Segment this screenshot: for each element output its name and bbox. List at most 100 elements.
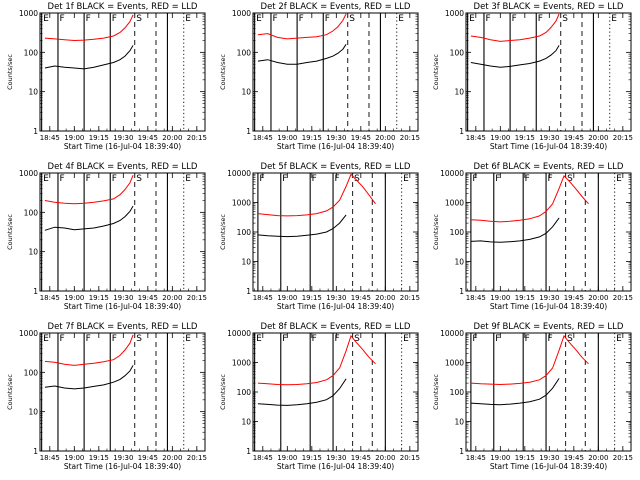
x-tick-label: 20:00 bbox=[162, 294, 182, 302]
detector-chart-6: Det 6f BLACK = Events, RED = LLD 1 10 100 10… bbox=[432, 162, 633, 311]
y-tick-label: 1000 bbox=[19, 329, 38, 338]
detector-chart-5: Det 5f BLACK = Events, RED = LLD 1 10 100 10… bbox=[219, 162, 420, 311]
x-axis-label: Start Time (16-Jul-04 18:39:40) bbox=[490, 302, 607, 311]
series-line-events bbox=[470, 378, 560, 406]
y-tick-label: 10 bbox=[28, 408, 38, 417]
series-line-events bbox=[470, 45, 560, 68]
event-marker-label: F bbox=[259, 174, 264, 184]
x-tick-label: 19:00 bbox=[490, 134, 510, 142]
x-tick-label: 19:15 bbox=[302, 294, 322, 302]
x-tick-label: 18:45 bbox=[466, 134, 486, 142]
x-tick-label: 20:00 bbox=[375, 294, 395, 302]
series-line-events bbox=[44, 205, 134, 231]
x-tick-label: 20:15 bbox=[187, 294, 207, 302]
detector-chart-7: Det 7f BLACK = Events, RED = LLD 1 10 100 10… bbox=[6, 322, 207, 471]
y-tick-label: 10 bbox=[28, 248, 38, 257]
event-marker-label: S bbox=[136, 174, 142, 184]
plot-frame bbox=[252, 172, 419, 292]
x-tick-label: 19:45 bbox=[564, 134, 584, 142]
event-marker-label: F bbox=[282, 174, 287, 184]
detector-panel-6: Det 6f BLACK = Events, RED = LLD 1 10 100 10… bbox=[426, 160, 639, 320]
detector-chart-1: Det 1f BLACK = Events, RED = LLD 1 10 100 10… bbox=[6, 2, 207, 151]
chart-title: Det 5f BLACK = Events, RED = LLD bbox=[261, 162, 411, 172]
detector-panel-5: Det 5f BLACK = Events, RED = LLD 1 10 100 10… bbox=[213, 160, 426, 320]
plot-frame bbox=[465, 172, 632, 292]
series-line-lld bbox=[257, 334, 376, 386]
x-tick-label: 19:45 bbox=[138, 134, 158, 142]
detector-panel-9: Det 9f BLACK = Events, RED = LLD 1 10 100 10… bbox=[426, 320, 639, 480]
event-marker-label: F bbox=[548, 334, 553, 344]
x-tick-label: 19:15 bbox=[89, 134, 109, 142]
chart-title: Det 3f BLACK = Events, RED = LLD bbox=[474, 2, 624, 12]
event-marker-label: F bbox=[512, 14, 517, 24]
x-tick-label: 19:00 bbox=[64, 294, 84, 302]
series-line-lld bbox=[257, 13, 347, 40]
event-marker-label: S bbox=[354, 174, 360, 184]
series-line-events bbox=[257, 378, 347, 406]
x-tick-label: 18:45 bbox=[40, 454, 60, 462]
x-tick-label: 20:15 bbox=[613, 454, 633, 462]
plot-frame bbox=[39, 172, 206, 292]
x-tick-label: 20:15 bbox=[400, 134, 420, 142]
x-tick-label: 20:00 bbox=[162, 134, 182, 142]
detector-panel-1: Det 1f BLACK = Events, RED = LLD 1 10 100 10… bbox=[0, 0, 213, 160]
chart-title: Det 7f BLACK = Events, RED = LLD bbox=[48, 322, 198, 332]
x-tick-label: 19:45 bbox=[351, 294, 371, 302]
x-tick-label: 20:15 bbox=[400, 294, 420, 302]
y-tick-label: 1 bbox=[33, 287, 38, 296]
y-tick-label: 100 bbox=[24, 48, 39, 57]
detector-chart-9: Det 9f BLACK = Events, RED = LLD 1 10 100 10… bbox=[432, 322, 633, 471]
x-axis-label: Start Time (16-Jul-04 18:39:40) bbox=[277, 302, 394, 311]
event-marker-label: F bbox=[112, 334, 117, 344]
y-tick-label: 1000 bbox=[19, 9, 38, 18]
y-tick-label: 100 bbox=[237, 228, 252, 237]
x-tick-label: 20:15 bbox=[613, 294, 633, 302]
x-tick-label: 20:00 bbox=[162, 454, 182, 462]
series-line-lld bbox=[44, 334, 134, 366]
event-marker-label: F bbox=[472, 174, 477, 184]
y-tick-label: 1 bbox=[246, 127, 251, 136]
x-axis-label: Start Time (16-Jul-04 18:39:40) bbox=[64, 462, 181, 471]
event-marker-label: S bbox=[354, 334, 360, 344]
series-line-events bbox=[257, 44, 347, 65]
series-line-events bbox=[257, 214, 347, 238]
detector-chart-4: Det 4f BLACK = Events, RED = LLD 1 10 100 10… bbox=[6, 162, 207, 311]
series-line-events bbox=[44, 45, 134, 70]
series-line-lld bbox=[470, 13, 560, 42]
event-marker-label: E bbox=[43, 174, 49, 184]
y-axis-label: Counts/sec bbox=[432, 54, 440, 90]
event-marker-label: F bbox=[59, 14, 64, 24]
x-tick-label: 19:45 bbox=[564, 294, 584, 302]
x-axis-label: Start Time (16-Jul-04 18:39:40) bbox=[490, 142, 607, 151]
chart-title: Det 1f BLACK = Events, RED = LLD bbox=[48, 2, 198, 12]
x-tick-label: 19:15 bbox=[515, 454, 535, 462]
y-tick-label: 100 bbox=[237, 388, 252, 397]
y-tick-label: 10000 bbox=[227, 329, 251, 338]
chart-title: Det 2f BLACK = Events, RED = LLD bbox=[261, 2, 411, 12]
y-tick-label: 1000 bbox=[232, 199, 251, 208]
y-tick-label: 10 bbox=[454, 258, 464, 267]
x-axis-label: Start Time (16-Jul-04 18:39:40) bbox=[64, 142, 181, 151]
detector-panel-4: Det 4f BLACK = Events, RED = LLD 1 10 100 10… bbox=[0, 160, 213, 320]
x-tick-label: 18:45 bbox=[253, 454, 273, 462]
event-marker-label: E bbox=[616, 174, 622, 184]
x-tick-label: 20:15 bbox=[187, 134, 207, 142]
y-tick-label: 10 bbox=[454, 418, 464, 427]
y-tick-label: 10 bbox=[241, 258, 251, 267]
y-axis-label: Counts/sec bbox=[432, 374, 440, 410]
x-tick-label: 18:45 bbox=[466, 294, 486, 302]
series-line-lld bbox=[44, 175, 134, 205]
event-marker-label: F bbox=[472, 334, 477, 344]
x-tick-label: 19:00 bbox=[490, 454, 510, 462]
event-marker-label: F bbox=[495, 334, 500, 344]
y-tick-label: 10000 bbox=[440, 329, 464, 338]
x-tick-label: 18:45 bbox=[40, 294, 60, 302]
y-tick-label: 1 bbox=[459, 447, 464, 456]
event-marker-label: F bbox=[335, 174, 340, 184]
x-tick-label: 20:00 bbox=[588, 134, 608, 142]
x-tick-label: 19:15 bbox=[515, 294, 535, 302]
x-tick-label: 19:30 bbox=[539, 134, 559, 142]
x-tick-label: 19:30 bbox=[113, 294, 133, 302]
event-marker-label: S bbox=[349, 14, 355, 24]
event-marker-label: F bbox=[272, 14, 277, 24]
